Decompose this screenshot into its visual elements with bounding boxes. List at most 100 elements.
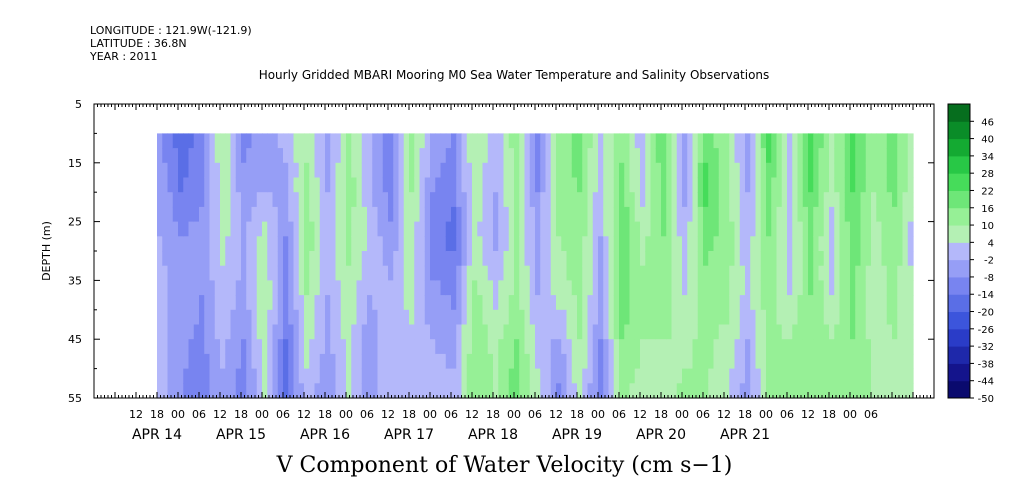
heatmap-cell xyxy=(335,295,342,311)
heatmap-cell xyxy=(519,324,526,340)
heatmap-cell xyxy=(787,236,793,252)
heatmap-cell xyxy=(172,221,179,237)
heatmap-cell xyxy=(330,192,337,208)
heatmap-cell xyxy=(750,265,757,281)
heatmap-cell xyxy=(167,324,174,340)
colorbar-frame xyxy=(947,103,971,399)
heatmap-cell xyxy=(797,177,804,193)
heatmap-cell xyxy=(178,162,184,179)
heatmap-cell xyxy=(608,177,615,193)
heatmap-cell xyxy=(456,206,463,223)
heatmap-cell xyxy=(451,280,457,296)
heatmap-cell xyxy=(797,324,804,340)
heatmap-cell xyxy=(435,192,442,208)
heatmap-cell xyxy=(262,192,268,208)
heatmap-cell xyxy=(514,162,520,179)
heatmap-cell xyxy=(582,280,589,296)
heatmap-cell xyxy=(907,133,914,149)
heatmap-cell xyxy=(813,192,820,208)
colorbar-swatch xyxy=(948,121,970,140)
heatmap-cell xyxy=(771,133,778,149)
heatmap-cell xyxy=(766,265,772,281)
heatmap-cell xyxy=(388,133,394,149)
heatmap-cell xyxy=(619,353,625,370)
heatmap-cell xyxy=(183,339,190,355)
heatmap-cell xyxy=(608,251,615,267)
heatmap-cell xyxy=(876,265,883,281)
heatmap-cell xyxy=(844,295,851,311)
heatmap-cell xyxy=(766,368,772,384)
heatmap-cell xyxy=(246,192,253,208)
heatmap-cell xyxy=(582,206,589,223)
heatmap-cell xyxy=(298,368,305,384)
heatmap-cell xyxy=(162,133,169,149)
heatmap-cell xyxy=(818,309,825,326)
heatmap-cell xyxy=(409,265,415,281)
heatmap-cell xyxy=(844,280,851,296)
heatmap-cell xyxy=(482,148,489,164)
heatmap-cell xyxy=(724,148,730,164)
heatmap-cell xyxy=(634,177,641,193)
heatmap-cell xyxy=(277,265,284,281)
colorbar-label: -32 xyxy=(978,342,994,353)
heatmap-cell xyxy=(550,162,557,179)
heatmap-cell xyxy=(566,251,573,267)
heatmap-cell xyxy=(262,162,268,179)
heatmap-cell xyxy=(298,309,305,326)
heatmap-cell xyxy=(298,251,305,267)
heatmap-cell xyxy=(398,251,405,267)
heatmap-cell xyxy=(493,162,499,179)
heatmap-cell xyxy=(529,148,536,164)
heatmap-cell xyxy=(650,265,657,281)
heatmap-cell xyxy=(561,148,568,164)
heatmap-cell xyxy=(613,236,620,252)
heatmap-cell xyxy=(414,280,421,296)
heatmap-cell xyxy=(246,280,253,296)
heatmap-cell xyxy=(277,309,284,326)
heatmap-cell xyxy=(393,280,400,296)
heatmap-cell xyxy=(277,236,284,252)
heatmap-cell xyxy=(335,368,342,384)
heatmap-cell xyxy=(598,206,604,223)
heatmap-cell xyxy=(535,148,541,164)
heatmap-cell xyxy=(865,177,872,193)
heatmap-cell xyxy=(577,383,583,399)
heatmap-cell xyxy=(655,133,662,149)
heatmap-cell xyxy=(435,280,442,296)
heatmap-cell xyxy=(661,162,667,179)
heatmap-cell xyxy=(755,221,762,237)
heatmap-cell xyxy=(566,177,573,193)
heatmap-cell xyxy=(424,280,431,296)
heatmap-cell xyxy=(603,206,610,223)
heatmap-cell xyxy=(771,368,778,384)
heatmap-cell xyxy=(482,206,489,223)
heatmap-cell xyxy=(713,353,720,370)
heatmap-cell xyxy=(766,162,772,179)
heatmap-cell xyxy=(624,280,631,296)
heatmap-cell xyxy=(424,148,431,164)
heatmap-cell xyxy=(445,206,452,223)
heatmap-cell xyxy=(592,324,599,340)
heatmap-cell xyxy=(582,133,589,149)
heatmap-cell xyxy=(886,309,893,326)
heatmap-cell xyxy=(172,251,179,267)
heatmap-cell xyxy=(655,251,662,267)
heatmap-cell xyxy=(676,177,683,193)
heatmap-cell xyxy=(823,192,830,208)
heatmap-cell xyxy=(188,368,195,384)
heatmap-cell xyxy=(508,251,515,267)
heatmap-cell xyxy=(713,265,720,281)
heatmap-cell xyxy=(472,280,478,296)
colorbar-swatch xyxy=(948,207,970,226)
heatmap-cell xyxy=(293,383,300,399)
heatmap-cell xyxy=(734,339,741,355)
heatmap-cell xyxy=(708,221,715,237)
heatmap-cell xyxy=(860,309,867,326)
heatmap-cell xyxy=(808,339,814,355)
heatmap-cell xyxy=(440,324,447,340)
heatmap-cell xyxy=(214,236,221,252)
heatmap-cell xyxy=(655,148,662,164)
heatmap-cell xyxy=(802,148,809,164)
heatmap-cell xyxy=(823,368,830,384)
heatmap-cell xyxy=(487,221,494,237)
